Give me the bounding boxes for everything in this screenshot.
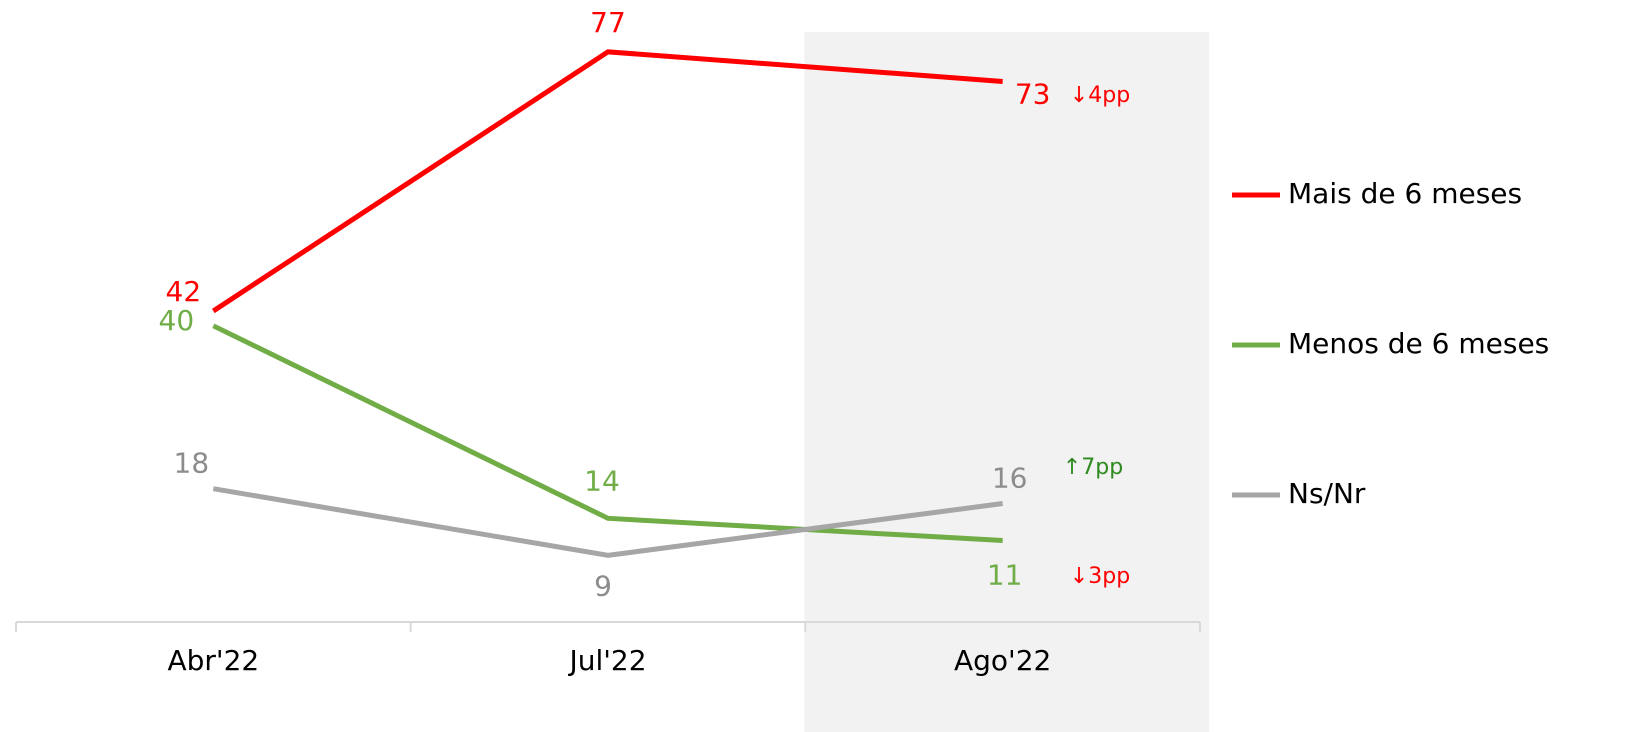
legend-label: Ns/Nr (1288, 477, 1366, 510)
data-label: 11 (987, 559, 1023, 592)
series-line (212, 323, 1003, 544)
series-line (211, 49, 1003, 314)
annotation: ↓4pp (1070, 83, 1130, 108)
x-tick-label: Abr'22 (167, 644, 259, 677)
x-tick-label: Ago'22 (954, 644, 1051, 677)
series-line (212, 486, 1003, 558)
data-label: 14 (584, 464, 620, 497)
legend-label: Mais de 6 meses (1288, 177, 1522, 210)
highlight-band (804, 32, 1209, 732)
data-label: 16 (992, 462, 1028, 495)
data-label: 73 (1015, 77, 1051, 110)
data-label: 18 (174, 447, 210, 480)
x-tick-label: Jul'22 (567, 644, 646, 677)
data-label: 9 (594, 569, 612, 602)
data-label: 77 (590, 6, 626, 39)
data-label: 42 (166, 275, 202, 308)
legend-label: Menos de 6 meses (1288, 327, 1549, 360)
data-label: 40 (159, 304, 195, 337)
annotation: ↑7pp (1063, 455, 1123, 480)
annotation: ↓3pp (1070, 564, 1130, 589)
